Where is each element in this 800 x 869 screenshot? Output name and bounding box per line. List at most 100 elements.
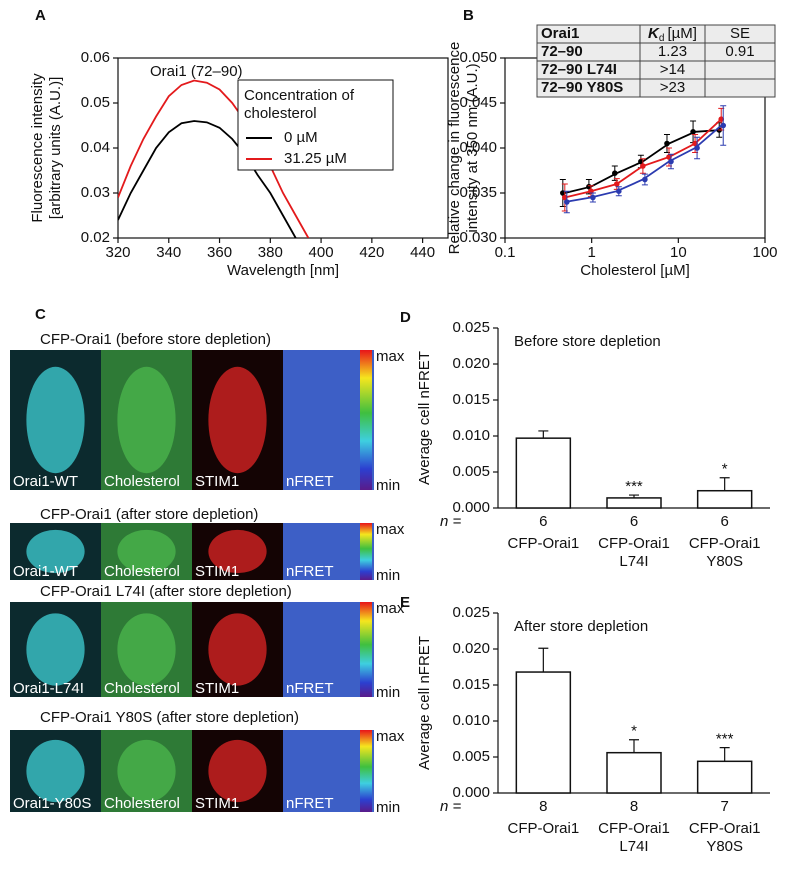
n-value: 8 — [630, 798, 638, 815]
category-label: CFP-Orai1 — [689, 820, 761, 837]
y-axis-label: intensity at 350 nm (A.U.) — [464, 63, 481, 232]
y-tick-label: 0.010 — [452, 427, 490, 444]
data-point — [590, 194, 596, 201]
y-tick-label: 0.040 — [459, 139, 497, 156]
colorbar-min: min — [376, 477, 400, 494]
panel-letter: C — [35, 306, 46, 323]
panel-letter: B — [463, 7, 474, 24]
colorbar-max: max — [376, 728, 405, 745]
category-label: CFP-Orai1 — [598, 820, 670, 837]
image-label: nFRET — [286, 795, 334, 812]
colorbar — [360, 350, 372, 490]
image-title: CFP-Orai1 Y80S (after store depletion) — [40, 709, 299, 726]
colorbar — [360, 602, 372, 697]
bar — [696, 760, 753, 794]
table-cell: >14 — [660, 61, 685, 78]
bar — [606, 751, 662, 794]
image-label: nFRET — [286, 563, 334, 580]
category-label: L74I — [619, 838, 648, 855]
data-point — [640, 163, 646, 169]
image-label: Cholesterol — [104, 795, 180, 812]
table-cell: 1.23 — [658, 43, 687, 60]
image-title: CFP-Orai1 (after store depletion) — [40, 506, 258, 523]
x-tick-label: 340 — [156, 244, 181, 261]
data-line — [118, 79, 310, 238]
bar — [515, 671, 572, 794]
cell-shape — [26, 739, 85, 803]
category-label: CFP-Orai1 — [598, 535, 670, 552]
image-label: nFRET — [286, 680, 334, 697]
image-label: Orai1-WT — [13, 563, 78, 580]
panel-letter: A — [35, 7, 46, 24]
significance: *** — [716, 731, 734, 748]
cell-shape — [26, 529, 85, 574]
cell-shape — [208, 366, 267, 474]
cell-shape — [208, 529, 267, 574]
table-header: Kd [µM] — [648, 25, 697, 44]
significance: * — [722, 461, 728, 478]
y-tick-label: 0.050 — [459, 49, 497, 66]
y-tick-label: 0.010 — [452, 712, 490, 729]
y-tick-label: 0.02 — [81, 229, 110, 246]
data-point — [612, 170, 618, 176]
data-point — [720, 122, 727, 129]
data-point — [690, 129, 696, 135]
legend-title: Concentration of — [244, 87, 355, 104]
error-bar — [629, 739, 639, 753]
data-point — [562, 194, 568, 201]
cell-shape — [117, 739, 176, 803]
y-tick-label: 0.000 — [452, 499, 490, 516]
y-tick-label: 0.000 — [452, 784, 490, 801]
data-point — [586, 183, 592, 190]
n-value: 7 — [720, 798, 728, 815]
error-bar — [719, 747, 730, 762]
y-axis-label: Average cell nFRET — [416, 351, 433, 485]
significance: * — [631, 723, 637, 740]
n-label: n = — [440, 513, 462, 530]
table-cell: >23 — [660, 79, 685, 96]
table-cell: 0.91 — [725, 43, 754, 60]
cell-shape — [208, 613, 267, 686]
kd-symbol: K — [648, 25, 660, 42]
x-tick-label: 360 — [207, 244, 232, 261]
y-tick-label: 0.06 — [81, 49, 110, 66]
n-value: 6 — [630, 513, 638, 530]
category-label: Y80S — [706, 838, 743, 855]
data-point — [668, 158, 674, 165]
image-title: CFP-Orai1 (before store depletion) — [40, 331, 271, 348]
x-tick-label: 380 — [258, 244, 283, 261]
micrograph — [283, 523, 374, 580]
data-point — [616, 188, 622, 194]
table-cell: 72–90 — [541, 43, 583, 60]
image-label: Cholesterol — [104, 680, 180, 697]
colorbar-min: min — [376, 799, 400, 816]
y-axis-label: Fluorescence intensity — [29, 73, 46, 223]
bar — [606, 497, 662, 509]
kd-subscript: d — [659, 33, 665, 44]
y-tick-label: 0.020 — [452, 640, 490, 657]
y-tick-label: 0.030 — [459, 229, 497, 246]
cell-shape — [26, 613, 85, 686]
category-label: CFP-Orai1 — [507, 535, 579, 552]
x-tick-label: 400 — [309, 244, 334, 261]
x-tick-label: 10 — [670, 244, 687, 261]
colorbar-min: min — [376, 684, 400, 701]
annotation: After store depletion — [514, 618, 648, 635]
micrograph — [283, 730, 374, 812]
data-point — [614, 181, 620, 187]
plot-lines — [118, 79, 310, 238]
x-tick-label: 440 — [410, 244, 435, 261]
kd-unit: [µM] — [667, 25, 696, 42]
data-point — [694, 145, 700, 151]
x-axis-label: Wavelength [nm] — [227, 262, 339, 279]
image-label: Orai1-Y80S — [13, 795, 91, 812]
n-value: 8 — [539, 798, 547, 815]
data-point — [642, 176, 648, 183]
colorbar-max: max — [376, 348, 405, 365]
category-label: CFP-Orai1 — [689, 535, 761, 552]
image-label: Cholesterol — [104, 473, 180, 490]
image-label: nFRET — [286, 473, 334, 490]
error-bar — [629, 494, 639, 498]
y-tick-label: 0.025 — [452, 604, 490, 621]
